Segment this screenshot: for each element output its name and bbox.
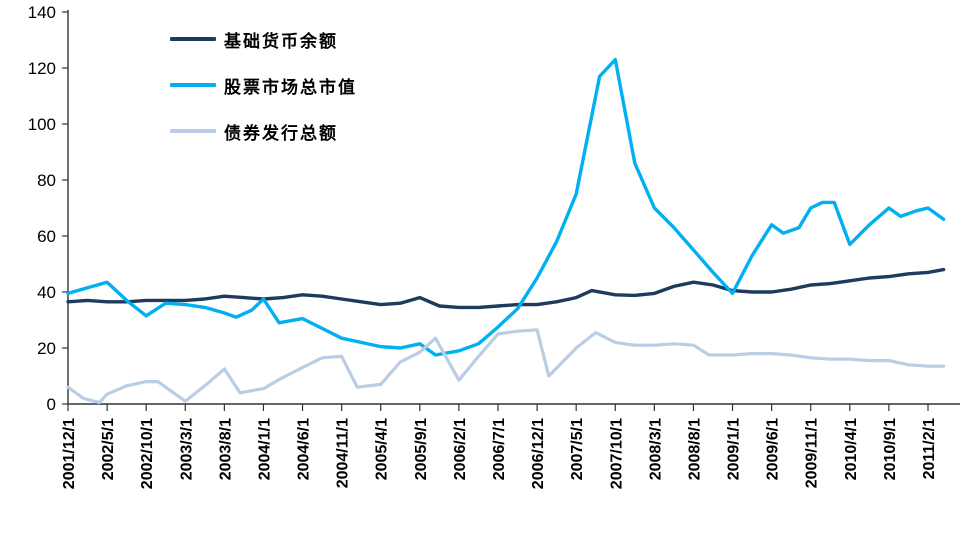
x-tick-label: 2009/1/1: [726, 418, 743, 480]
x-tick-label: 2006/7/1: [491, 418, 508, 480]
series-line: [66, 328, 946, 405]
x-tick-label: 2010/4/1: [843, 418, 860, 480]
x-tick-label: 2003/8/1: [217, 418, 234, 480]
series-line: [66, 57, 946, 357]
y-axis: 0 20 40 60 80 100 120 140: [28, 3, 68, 414]
legend-label: 债券发行总额: [224, 123, 338, 143]
legend-item-base-money: 基础货币余额: [170, 28, 357, 51]
x-tick-label: 2006/2/1: [452, 418, 469, 480]
x-tick-label: 2001/12/1: [61, 418, 78, 489]
x-tick-label: 2005/9/1: [413, 418, 430, 480]
y-tick-label: 0: [47, 395, 56, 414]
y-tick-label: 120: [28, 59, 56, 78]
legend-label: 基础货币余额: [224, 31, 338, 51]
x-axis: 2001/12/1 2002/5/1 2002/10/1 2003/3/1 2003/8…: [61, 404, 938, 489]
x-tick-label: 2002/10/1: [139, 418, 156, 489]
y-tick-label: 60: [37, 227, 56, 246]
x-tick-label: 2009/11/1: [804, 418, 821, 488]
legend-line-swatch: [170, 37, 216, 41]
legend-item-stock-market-cap: 股票市场总市值: [170, 74, 357, 97]
x-tick-label: 2011/2/1: [921, 418, 938, 480]
x-tick-label: 2006/12/1: [530, 418, 547, 489]
y-tick-label: 80: [37, 171, 56, 190]
x-tick-label: 2004/1/1: [256, 418, 273, 480]
y-tick-label: 100: [28, 115, 56, 134]
series-line: [66, 267, 946, 310]
legend-line-swatch: [170, 129, 216, 133]
y-tick-label: 40: [37, 283, 56, 302]
x-tick-label: 2007/5/1: [569, 418, 586, 480]
x-tick-label: 2010/9/1: [882, 418, 899, 480]
chart-legend: 基础货币余额 股票市场总市值 债券发行总额: [170, 28, 357, 143]
x-tick-label: 2003/3/1: [178, 418, 195, 480]
x-tick-label: 2009/6/1: [765, 418, 782, 480]
legend-line-swatch: [170, 83, 216, 87]
x-tick-label: 2004/6/1: [296, 418, 313, 480]
x-tick-label: 2008/3/1: [647, 418, 664, 480]
y-tick-label: 20: [37, 339, 56, 358]
legend-label: 股票市场总市值: [224, 77, 357, 97]
x-tick-label: 2002/5/1: [100, 418, 117, 480]
x-tick-label: 2004/11/1: [335, 418, 352, 488]
x-tick-label: 2005/4/1: [374, 418, 391, 480]
x-tick-label: 2008/8/1: [686, 418, 703, 480]
legend-item-bond-issuance: 债券发行总额: [170, 120, 357, 143]
y-tick-label: 140: [28, 3, 56, 22]
x-tick-label: 2007/10/1: [608, 418, 625, 489]
